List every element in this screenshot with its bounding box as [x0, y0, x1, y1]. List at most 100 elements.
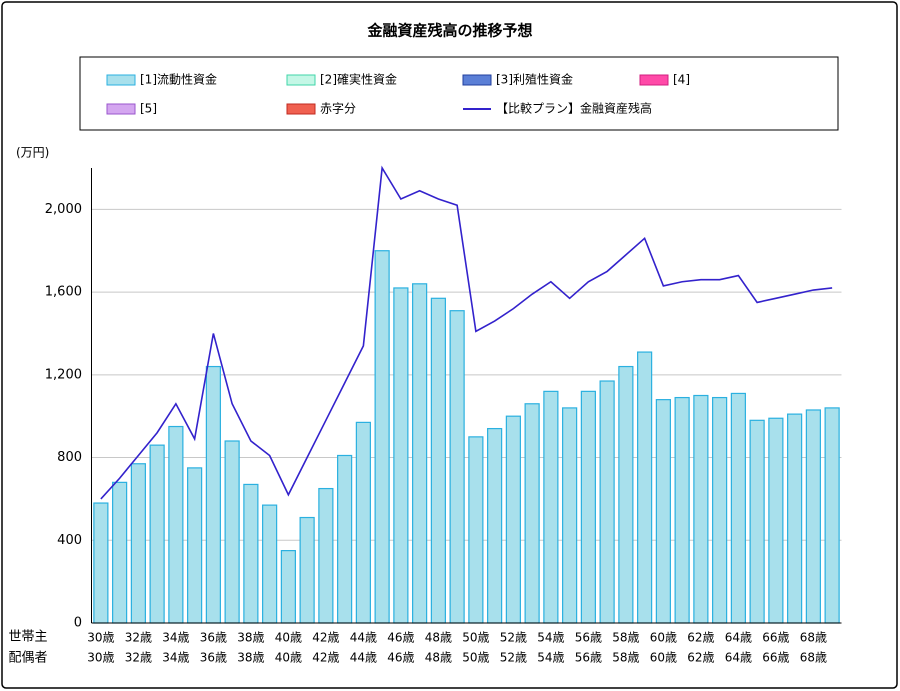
row-label: 世帯主: [8, 630, 47, 645]
legend-label: [3]利殖性資金: [496, 72, 573, 87]
x-tick-label: 52歳: [500, 651, 527, 665]
x-tick-label: 44歳: [350, 651, 377, 665]
bar: [674, 396, 690, 624]
bar: [112, 481, 128, 624]
bar: [187, 467, 203, 624]
x-tick-label: 48歳: [425, 631, 452, 645]
bar: [599, 380, 615, 624]
x-tick-label: 44歳: [350, 631, 377, 645]
legend-label: [4]: [673, 73, 690, 87]
legend-swatch: [106, 103, 136, 115]
x-tick-label: 66歳: [762, 651, 789, 665]
x-tick-label: 56歳: [575, 651, 602, 665]
x-tick-label: 42歳: [312, 631, 339, 645]
bar: [449, 310, 465, 624]
x-tick-label: 32歳: [125, 651, 152, 665]
legend-swatch: [462, 74, 492, 86]
x-tick-label: 36歳: [200, 631, 227, 645]
bar: [430, 297, 446, 624]
bar: [749, 419, 765, 624]
bar: [618, 365, 634, 624]
bar: [337, 454, 353, 624]
bar: [299, 516, 315, 624]
x-tick-label: 36歳: [200, 651, 227, 665]
x-tick-label: 68歳: [800, 631, 827, 645]
x-tick-label: 50歳: [462, 631, 489, 645]
bar: [280, 550, 296, 624]
x-tick-label: 58歳: [612, 631, 639, 645]
legend-swatch: [286, 103, 316, 115]
bar: [243, 483, 259, 624]
x-tick-label: 52歳: [500, 631, 527, 645]
legend-label: 赤字分: [320, 101, 356, 116]
x-tick-label: 66歳: [762, 631, 789, 645]
bar: [130, 463, 146, 624]
x-tick-label: 60歳: [650, 631, 677, 645]
x-tick-label: 58歳: [612, 651, 639, 665]
legend-swatch: [639, 74, 669, 86]
bar: [637, 351, 653, 624]
legend-label: [5]: [140, 102, 157, 116]
bar: [205, 365, 221, 624]
y-tick-label: 0: [74, 616, 82, 631]
x-tick-label: 54歳: [537, 631, 564, 645]
x-tick-label: 62歳: [687, 651, 714, 665]
chart-title: 金融資産残高の推移予想: [366, 22, 532, 40]
bar: [524, 403, 540, 624]
x-tick-label: 54歳: [537, 651, 564, 665]
legend-label: [2]確実性資金: [320, 72, 397, 87]
bar: [693, 394, 709, 624]
x-tick-label: 34歳: [162, 651, 189, 665]
legend-swatch: [106, 74, 136, 86]
x-tick-label: 38歳: [237, 631, 264, 645]
legend-label: 【比較プラン】金融資産残高: [496, 101, 652, 116]
bar: [93, 502, 109, 624]
x-tick-label: 68歳: [800, 651, 827, 665]
bar: [580, 390, 596, 624]
y-tick-label: 400: [57, 533, 82, 548]
x-tick-label: 64歳: [725, 651, 752, 665]
x-tick-label: 50歳: [462, 651, 489, 665]
bar: [805, 409, 821, 624]
bar: [393, 287, 409, 624]
bar: [487, 427, 503, 624]
bar: [768, 417, 784, 624]
bar: [655, 399, 671, 624]
x-tick-label: 46歳: [387, 631, 414, 645]
x-tick-label: 38歳: [237, 651, 264, 665]
bar: [374, 250, 390, 624]
x-tick-label: 30歳: [87, 631, 114, 645]
bar: [355, 421, 371, 624]
x-tick-label: 40歳: [275, 631, 302, 645]
bar: [712, 396, 728, 624]
x-tick-label: 40歳: [275, 651, 302, 665]
x-tick-label: 46歳: [387, 651, 414, 665]
x-tick-label: 42歳: [312, 651, 339, 665]
x-tick-label: 32歳: [125, 631, 152, 645]
bar: [824, 407, 840, 624]
x-tick-label: 56歳: [575, 631, 602, 645]
bar: [224, 440, 240, 624]
bar: [262, 504, 278, 624]
bar: [318, 487, 334, 624]
bar: [505, 415, 521, 624]
legend-label: [1]流動性資金: [140, 72, 217, 87]
y-tick-label: 1,600: [45, 285, 82, 300]
row-label: 配偶者: [8, 651, 47, 666]
bar: [787, 413, 803, 624]
bar: [468, 436, 484, 624]
y-tick-label: 1,200: [45, 367, 82, 382]
y-tick-label: 2,000: [45, 202, 82, 217]
x-tick-label: 30歳: [87, 651, 114, 665]
x-tick-label: 34歳: [162, 631, 189, 645]
x-tick-label: 62歳: [687, 631, 714, 645]
x-tick-label: 48歳: [425, 651, 452, 665]
legend-swatch: [286, 74, 316, 86]
x-tick-label: 64歳: [725, 631, 752, 645]
x-tick-label: 60歳: [650, 651, 677, 665]
bar: [562, 407, 578, 624]
bar: [168, 425, 184, 624]
legend-box: [79, 56, 839, 131]
bar: [543, 390, 559, 624]
